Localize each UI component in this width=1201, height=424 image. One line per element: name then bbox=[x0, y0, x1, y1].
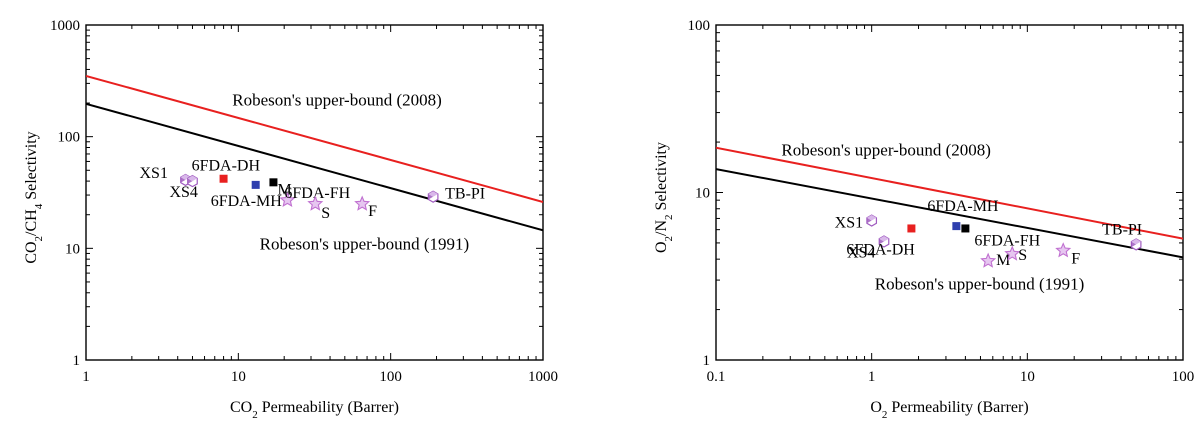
marker-6FDA-DH bbox=[907, 224, 916, 233]
x-tick-label: 10 bbox=[231, 369, 246, 385]
marker-S bbox=[1004, 245, 1021, 261]
upper-bound-line-1991 bbox=[716, 168, 1183, 259]
upper-bound-label-1991: Robeson's upper-bound (1991) bbox=[875, 275, 1085, 294]
point-label-6FDA-FH: 6FDA-FH bbox=[974, 232, 1040, 249]
point-label-XS1: XS1 bbox=[140, 165, 168, 182]
x-tick-label: 1 bbox=[82, 369, 90, 385]
x-tick-label: 100 bbox=[379, 369, 402, 385]
marker-M bbox=[980, 252, 997, 268]
upper-bound-label-2008: Robeson's upper-bound (2008) bbox=[232, 90, 442, 109]
marker-XS1 bbox=[866, 214, 878, 227]
y-tick-label: 1 bbox=[703, 353, 711, 369]
point-label-S: S bbox=[1018, 247, 1027, 264]
marker-6FDA-MH bbox=[952, 222, 961, 231]
marker-M bbox=[269, 178, 278, 187]
y-axis-title: CO2/CH4 Selectivity bbox=[23, 131, 45, 263]
y-axis-title: O2/N2 Selectivity bbox=[653, 142, 675, 253]
x-axis-title: CO2 Permeability (Barrer) bbox=[230, 399, 399, 421]
y-tick-label: 100 bbox=[688, 18, 711, 34]
point-label-F: F bbox=[368, 203, 377, 220]
y-tick-label: 100 bbox=[58, 130, 81, 146]
co2-ch4-panel: 1 10 100 1000 1 10 100 1000 CO2 Permeability (Ba… bbox=[23, 18, 558, 421]
upper-bound-line-1991 bbox=[86, 102, 543, 232]
upper-bound-line-2008 bbox=[86, 74, 543, 203]
y-tick-label: 1 bbox=[73, 353, 81, 369]
point-label-6FDA-MH: 6FDA-MH bbox=[927, 198, 999, 215]
y-tick-label: 10 bbox=[65, 241, 80, 257]
marker-TB-PI bbox=[427, 190, 439, 203]
y-tick-label: 1000 bbox=[50, 18, 80, 34]
point-label-XS4: XS4 bbox=[847, 244, 875, 261]
marker-XS4 bbox=[878, 235, 890, 248]
marker-6FDA-MH bbox=[251, 180, 260, 189]
upper-bound-line-2008 bbox=[716, 146, 1183, 240]
x-tick-label: 10 bbox=[1020, 369, 1035, 385]
point-label-6FDA-MH: 6FDA-MH bbox=[211, 193, 283, 210]
point-label-F: F bbox=[1071, 251, 1080, 268]
upper-bound-label-2008: Robeson's upper-bound (2008) bbox=[781, 141, 991, 160]
point-label-S: S bbox=[321, 205, 330, 222]
marker-6FDA-FH bbox=[961, 224, 970, 233]
plot-frame bbox=[85, 24, 544, 361]
x-axis-title: O2 Permeability (Barrer) bbox=[870, 399, 1028, 421]
point-label-6FDA-DH: 6FDA-DH bbox=[192, 158, 261, 175]
x-tick-label: 0.1 bbox=[707, 369, 726, 385]
marker-6FDA-DH bbox=[219, 174, 228, 183]
point-label-TB-PI: TB-PI bbox=[1102, 221, 1142, 238]
upper-bound-label-1991: Robeson's upper-bound (1991) bbox=[260, 234, 470, 253]
x-tick-label: 1000 bbox=[528, 369, 558, 385]
x-tick-label: 1 bbox=[868, 369, 876, 385]
x-tick-label: 100 bbox=[1172, 369, 1195, 385]
point-label-XS1: XS1 bbox=[835, 215, 863, 232]
marker-XS4 bbox=[187, 174, 198, 188]
point-label-M: M bbox=[996, 252, 1010, 269]
point-label-TB-PI: TB-PI bbox=[445, 186, 485, 203]
marker-6FDA-FH bbox=[279, 191, 296, 207]
marker-TB-PI bbox=[1130, 238, 1142, 251]
y-tick-label: 10 bbox=[695, 186, 710, 202]
marker-F bbox=[354, 195, 371, 211]
marker-F bbox=[1055, 242, 1072, 258]
marker-S bbox=[307, 195, 324, 211]
point-label-6FDA-FH: 6FDA-FH bbox=[284, 185, 350, 202]
point-label-XS4: XS4 bbox=[169, 184, 197, 201]
point-label-6FDA-DH: 6FDA-DH bbox=[846, 241, 915, 258]
